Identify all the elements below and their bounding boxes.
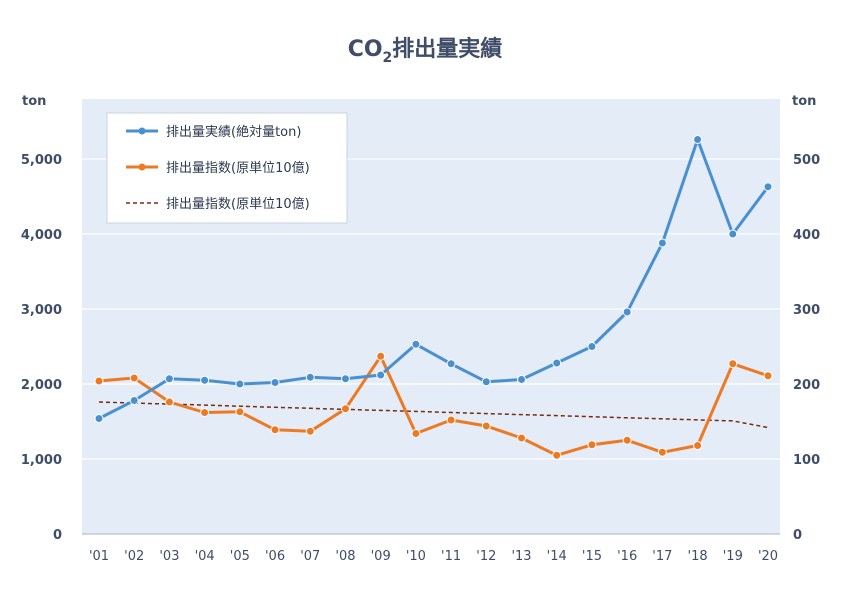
right-tick-label: 0: [793, 528, 802, 543]
data-point: [517, 433, 527, 443]
x-tick-label: '06: [265, 549, 285, 564]
data-point: [728, 359, 738, 369]
x-tick-label: '10: [406, 549, 426, 564]
x-tick-label: '07: [300, 549, 320, 564]
data-point: [235, 407, 245, 417]
data-point: [552, 450, 562, 460]
x-tick-label: '03: [159, 549, 179, 564]
data-point: [587, 342, 597, 351]
legend-item-trend: 排出量指数(原単位10億): [126, 196, 310, 212]
x-tick-label: '15: [582, 549, 602, 564]
data-point: [622, 435, 632, 445]
data-point: [200, 375, 210, 385]
x-tick-label: '18: [688, 549, 708, 564]
data-point: [200, 408, 210, 417]
x-tick-label: '11: [441, 549, 461, 564]
data-point: [305, 426, 315, 436]
series-layer: [94, 135, 773, 460]
data-point: [622, 307, 632, 317]
data-point: [340, 404, 350, 414]
right-tick-label: 400: [793, 228, 820, 243]
data-point: [728, 229, 738, 239]
legend-label-trend: 排出量指数(原単位10億): [166, 196, 310, 212]
data-point: [376, 351, 386, 361]
x-tick-label: '14: [547, 549, 567, 564]
data-point: [446, 415, 456, 425]
series-line: [98, 138, 770, 420]
data-point: [164, 374, 174, 384]
data-point: [129, 396, 139, 405]
legend-item-index: 排出量指数(原単位10億): [126, 160, 310, 176]
right-tick-label: 100: [793, 453, 820, 468]
data-point: [657, 238, 667, 248]
data-point: [446, 359, 456, 369]
x-tick-label: '01: [89, 549, 109, 564]
data-point: [411, 339, 421, 349]
legend-item-actual: 排出量実績(絶対量ton): [126, 124, 301, 140]
data-point: [235, 379, 245, 389]
right-tick-label: 500: [793, 153, 820, 168]
x-tick-label: '04: [195, 549, 215, 564]
chart-title: CO2排出量実績: [348, 36, 503, 66]
data-point: [763, 371, 773, 381]
series-0: [94, 135, 773, 423]
right-axis-ticks: 0 100 200 300 400 500: [793, 153, 820, 543]
series-1: [94, 351, 773, 460]
legend-label-actual: 排出量実績(絶対量ton): [166, 124, 301, 140]
data-point: [270, 425, 280, 435]
right-tick-label: 300: [793, 303, 820, 318]
left-tick-label: 0: [53, 528, 62, 543]
data-point: [517, 375, 527, 384]
legend-label-index: 排出量指数(原単位10億): [166, 160, 310, 176]
data-point: [693, 135, 703, 144]
x-axis-ticks: '01 '02 '03 '04 '05 '06 '07 '08 '09 '10 '11 '12 '13 '…: [89, 549, 778, 564]
data-point: [657, 447, 667, 457]
x-tick-label: '02: [124, 549, 144, 564]
right-axis-unit: ton: [792, 94, 816, 109]
x-tick-label: '08: [335, 549, 355, 564]
right-tick-label: 200: [793, 378, 820, 393]
x-tick-label: '13: [511, 549, 531, 564]
data-point: [164, 397, 174, 407]
data-point: [305, 372, 315, 382]
data-point: [763, 182, 773, 192]
left-tick-label: 3,000: [21, 303, 62, 318]
data-point: [376, 370, 386, 380]
gridlines: [82, 158, 780, 460]
x-tick-label: '16: [617, 549, 637, 564]
series-line: [98, 354, 769, 457]
data-point: [481, 377, 491, 387]
data-point: [129, 373, 139, 383]
x-tick-label: '12: [476, 549, 496, 564]
data-point: [94, 414, 104, 423]
data-point: [552, 358, 562, 368]
data-point: [411, 429, 421, 438]
legend-marker-index: [138, 163, 146, 171]
x-tick-label: '20: [758, 549, 778, 564]
left-tick-label: 1,000: [21, 453, 62, 468]
data-point: [693, 441, 703, 450]
x-tick-label: '19: [723, 549, 743, 564]
left-tick-label: 2,000: [21, 378, 62, 393]
data-point: [481, 421, 491, 431]
left-axis-unit: ton: [22, 94, 46, 109]
data-point: [270, 378, 280, 387]
data-point: [94, 376, 104, 386]
data-point: [587, 440, 597, 450]
left-tick-label: 4,000: [21, 228, 62, 243]
x-tick-label: '05: [230, 549, 250, 564]
left-tick-label: 5,000: [21, 153, 62, 168]
x-tick-label: '09: [371, 549, 391, 564]
legend: 排出量実績(絶対量ton) 排出量指数(原単位10億) 排出量指数(原単位10億…: [106, 112, 348, 224]
left-axis-ticks: 0 1,000 2,000 3,000 4,000 5,000: [21, 153, 62, 543]
legend-marker-actual: [138, 127, 146, 135]
x-tick-label: '17: [652, 549, 672, 564]
data-point: [340, 374, 350, 384]
